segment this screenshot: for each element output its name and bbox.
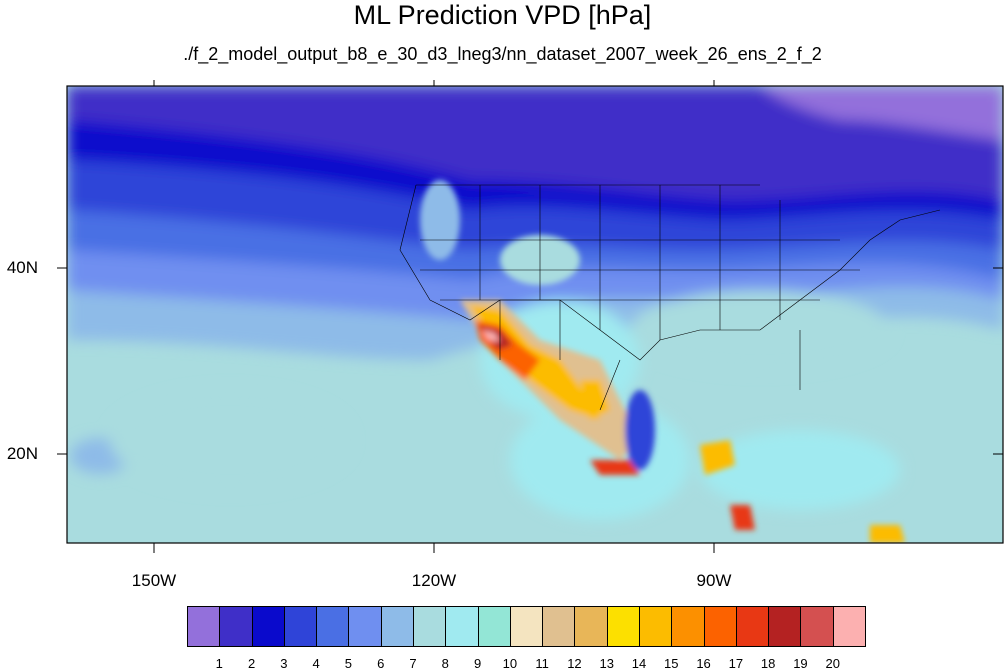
lon-label-150w: 150W: [131, 571, 177, 590]
colorbar-swatch: [380, 606, 414, 647]
colorbar-label: 16: [696, 656, 711, 671]
colorbar-label: 11: [535, 656, 549, 671]
map-ticks: [57, 80, 1003, 553]
colorbar-label: 2: [247, 656, 256, 671]
colorbar-label: 5: [344, 656, 353, 671]
vpd-field: [67, 86, 1003, 543]
colorbar-swatch: [800, 606, 834, 647]
colorbar-label: 8: [441, 656, 449, 671]
colorbar-label: 4: [312, 656, 320, 671]
lat-label-20n: 20N: [6, 444, 38, 463]
colorbar-swatch: [251, 606, 285, 647]
colorbar-swatch: [348, 606, 382, 647]
colorbar-swatch: [671, 606, 705, 647]
colorbar-swatch: [219, 606, 253, 647]
colorbar-swatch: [316, 606, 350, 647]
colorbar-swatch: [832, 606, 866, 647]
colorbar-swatch: [413, 606, 447, 647]
colorbar-swatch: [606, 606, 640, 647]
colorbar-swatch: [639, 606, 673, 647]
colorbar-label: 17: [728, 656, 744, 671]
colorbar-swatch: [445, 606, 479, 647]
colorbar-swatch: [542, 606, 576, 647]
colorbar-label: 12: [567, 656, 582, 671]
colorbar-swatch: [477, 606, 511, 647]
colorbar-label: 3: [280, 656, 288, 671]
colorbar-swatch: [574, 606, 608, 647]
lat-label-40n: 40N: [6, 258, 38, 277]
colorbar-swatch: [768, 606, 802, 647]
colorbar-swatch: [735, 606, 770, 647]
colorbar-label: 9: [473, 656, 482, 671]
colorbar-swatch: [509, 606, 544, 647]
colorbar-swatch: [283, 606, 318, 647]
state-boundaries: [399, 184, 941, 411]
colorbar-label: 7: [409, 656, 417, 671]
vpd-map: [57, 80, 1004, 553]
map-title: ML Prediction VPD [hPa]: [353, 0, 652, 30]
colorbar-label: 20: [825, 656, 840, 671]
colorbar-label: 14: [631, 656, 647, 671]
colorbar-swatch: [703, 606, 737, 647]
colorbar-label: 18: [760, 656, 776, 671]
colorbar-label: 13: [599, 656, 614, 671]
colorbar-label: 6: [377, 656, 385, 671]
colorbar-label: 10: [502, 656, 518, 671]
colorbar: [187, 606, 866, 647]
lon-label-120w: 120W: [411, 571, 457, 590]
colorbar-label: 15: [664, 656, 679, 671]
colorbar-label: 1: [215, 656, 223, 671]
colorbar-swatch: [187, 606, 221, 647]
colorbar-label: 19: [793, 656, 808, 671]
lon-label-90w: 90W: [696, 571, 732, 590]
map-subtitle: ./f_2_model_output_b8_e_30_d3_lneg3/nn_d…: [183, 44, 822, 64]
